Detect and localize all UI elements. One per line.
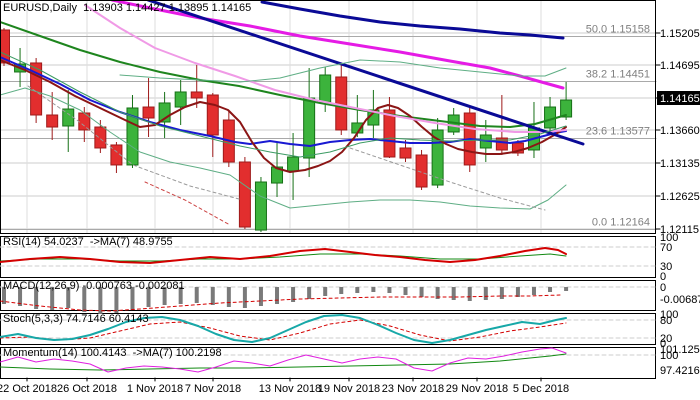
candle-body xyxy=(238,161,251,228)
candle-body xyxy=(158,102,171,123)
price-axis-label: 1.12625 xyxy=(660,191,700,203)
fib-label: 0.0 1.12164 xyxy=(592,217,650,229)
stoch-signal-line xyxy=(0,319,567,342)
current-price-box xyxy=(657,91,700,105)
candle-body xyxy=(511,142,524,154)
date-axis-label: 22 Oct 2018 xyxy=(0,383,57,395)
candle-body xyxy=(399,147,412,159)
candle-body xyxy=(560,99,573,118)
indicator-scale-label: 0 xyxy=(660,271,666,283)
candle-body xyxy=(495,137,508,151)
indicator-scale-label: 80 xyxy=(660,315,672,327)
indicator-scale-label: 97.4216 xyxy=(660,365,700,377)
indicator-scale-label: 100 xyxy=(660,232,678,244)
date-axis-label: 19 Nov 2018 xyxy=(318,383,380,395)
rsi-label: RSI(14) 54.0237 ->MA(7) 48.9755 xyxy=(3,236,173,248)
candle-body xyxy=(287,156,300,172)
price-axis-label: 1.14695 xyxy=(660,60,700,72)
indicator-scale-label: 70 xyxy=(660,242,672,254)
fib-label: 38.2 1.14451 xyxy=(586,69,650,81)
stoch-label: Stoch(5,3,3) 74.7146 60.4143 xyxy=(3,313,149,325)
envelope-upper xyxy=(119,59,567,83)
navy-trendline xyxy=(146,0,585,146)
price-axis-label: 1.13660 xyxy=(660,125,700,137)
candle-body xyxy=(142,106,155,119)
momentum-ma-line xyxy=(0,353,567,371)
candle-body xyxy=(174,91,187,108)
candle-body xyxy=(271,166,284,184)
candle-body xyxy=(46,114,59,128)
indicator-scale-label: 101.1258 xyxy=(660,344,700,356)
candle-body xyxy=(303,97,316,159)
rsi-line xyxy=(0,247,567,264)
indicator-scale-label: -0.006875 xyxy=(660,294,700,306)
main-panel-border[interactable] xyxy=(0,0,656,234)
candle-body xyxy=(126,107,139,166)
ma-maroon xyxy=(0,59,567,173)
fib-label: 23.6 1.13577 xyxy=(586,126,650,138)
current-price-label: 1.14165 xyxy=(660,93,700,105)
ma-green-thick xyxy=(0,21,567,128)
ma-magenta xyxy=(110,0,565,90)
candle-body xyxy=(254,181,267,231)
indicator-scale-label: 20 xyxy=(660,333,672,345)
ma-pink-light xyxy=(84,4,567,133)
date-axis-label: 5 Dec 2018 xyxy=(513,383,569,395)
price-axis-label: 1.15205 xyxy=(660,28,700,40)
candle-body xyxy=(319,74,332,103)
candle-body xyxy=(0,29,10,64)
envelope-lower xyxy=(0,87,567,210)
candle-body xyxy=(415,154,428,188)
candle-body xyxy=(30,62,43,116)
indicator-scale-label: 100 xyxy=(660,350,678,362)
stoch-line xyxy=(0,314,567,344)
sar-dash-2 xyxy=(349,147,546,211)
indicator-scale-label: 0 xyxy=(660,282,666,294)
candle-body xyxy=(110,144,123,166)
indicator-scale-label: 30 xyxy=(660,261,672,273)
macd-label: MACD(12,26,9) -0.000763 -0.002081 xyxy=(3,280,185,292)
macd-panel-border xyxy=(0,280,656,311)
navy-ma xyxy=(260,0,565,40)
stoch-panel-border xyxy=(0,313,656,345)
momentum-label: Momentum(14) 100.4143 ->MA(7) 100.2198 xyxy=(3,347,222,359)
fib-label: 50.0 1.15158 xyxy=(586,24,650,36)
date-axis-label: 29 Nov 2018 xyxy=(446,383,508,395)
candle-body xyxy=(190,91,203,99)
thin-green-ema xyxy=(0,51,567,158)
date-axis-label: 7 Nov 2018 xyxy=(185,383,241,395)
chart-title: EURUSD,Daily 1.13903 1.14427 1.13895 1.1… xyxy=(3,2,252,14)
date-axis-label: 26 Oct 2018 xyxy=(57,383,117,395)
rsi-panel-border xyxy=(0,236,656,278)
date-axis-label: 1 Nov 2018 xyxy=(127,383,183,395)
candle-body xyxy=(383,109,396,158)
macd-signal-line xyxy=(0,294,561,312)
price-axis-label: 1.13135 xyxy=(660,158,700,170)
candle-body xyxy=(431,129,444,186)
indicator-scale-label: 100 xyxy=(660,309,678,321)
price-axis-label: 1.12115 xyxy=(660,224,699,236)
indicator-scale-label: 0 xyxy=(660,338,666,350)
candle-body xyxy=(94,126,107,149)
mom-panel-border xyxy=(0,347,656,379)
candle-body xyxy=(206,94,219,136)
date-axis-label: 13 Nov 2018 xyxy=(259,383,321,395)
momentum-line xyxy=(0,347,567,373)
date-axis-label: 23 Nov 2018 xyxy=(382,383,444,395)
red-dash xyxy=(144,181,231,226)
